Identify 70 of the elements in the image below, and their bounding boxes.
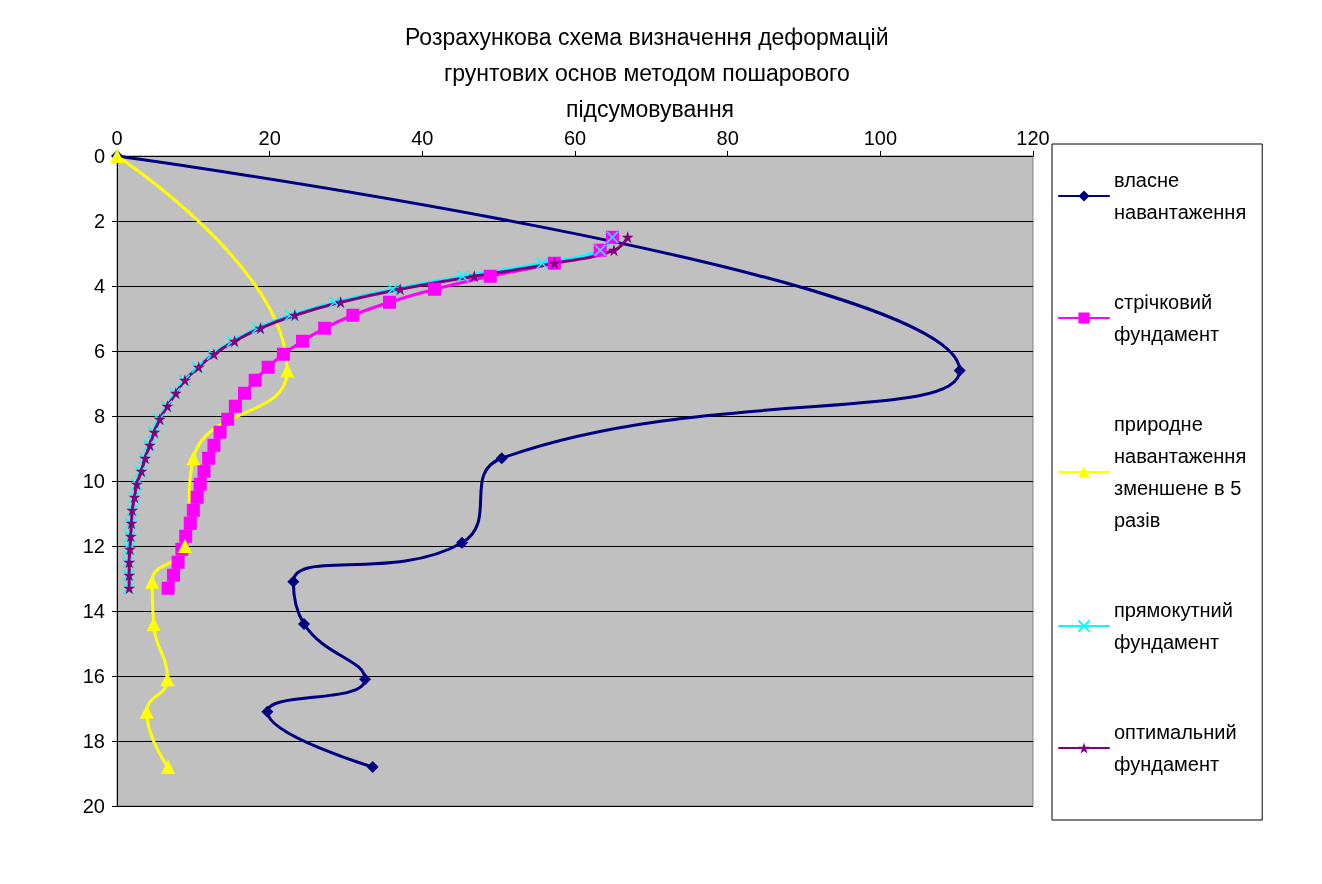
x-tick-label: 0 (111, 127, 123, 149)
point (261, 705, 274, 718)
y-tick-label: 2 (93, 210, 105, 232)
legend-label: стрічковий фундамент (1114, 291, 1220, 345)
point (139, 704, 154, 719)
point (535, 256, 549, 270)
point (366, 761, 379, 773)
legend-label: власне навантаження (1114, 169, 1247, 223)
x-tick-label: 20 (258, 127, 281, 149)
legend-label: прямокутний фундамент (1114, 599, 1233, 653)
point (145, 574, 160, 589)
point (953, 364, 966, 377)
point (276, 347, 290, 361)
point (483, 269, 497, 283)
x-tick-label: 80 (716, 127, 739, 149)
y-tick-label: 12 (82, 535, 105, 557)
x-tick-label: 120 (1016, 127, 1050, 149)
point (183, 516, 197, 530)
point (166, 568, 180, 582)
point (186, 451, 201, 466)
y-tick-label: 10 (82, 470, 105, 492)
point (261, 360, 275, 374)
point (318, 321, 332, 335)
point (171, 555, 185, 569)
y-tick-label: 0 (93, 145, 105, 167)
point (237, 386, 251, 400)
point (287, 575, 300, 588)
point (295, 334, 309, 348)
point (298, 618, 311, 630)
point (621, 231, 634, 244)
point (607, 244, 620, 257)
legend-label: природне навантаження зменшене в 5 разів (1114, 413, 1247, 531)
y-tick-label: 6 (93, 340, 105, 362)
chart-title: Розрахункова схема визначення деформацій грунтових основ методом пошарового підсумовування (405, 24, 895, 122)
point (161, 760, 176, 774)
y-tick-label: 14 (82, 600, 105, 622)
point (456, 536, 469, 549)
point (190, 490, 204, 504)
x-tick-label: 100 (863, 127, 898, 149)
point (328, 295, 341, 309)
point (193, 477, 207, 491)
point (160, 672, 175, 687)
point (386, 282, 399, 296)
point (495, 452, 508, 465)
x-tick-label: 60 (563, 127, 587, 149)
y-tick-label: 18 (82, 730, 105, 752)
point (228, 399, 242, 413)
y-tick-label: 4 (93, 275, 105, 297)
point (186, 503, 200, 517)
point (346, 308, 360, 322)
legend-label: оптимальний фундамент (1114, 721, 1237, 775)
point (221, 412, 235, 426)
point (383, 295, 397, 309)
point (146, 617, 161, 631)
x-tick-label: 40 (411, 127, 434, 149)
point (207, 438, 221, 452)
point (213, 425, 227, 439)
point (283, 308, 297, 322)
point (179, 529, 193, 543)
point (197, 464, 211, 478)
point (280, 363, 295, 378)
y-tick-label: 16 (82, 665, 105, 687)
point (428, 282, 442, 296)
point (202, 451, 216, 465)
point (161, 581, 175, 595)
point (456, 269, 470, 283)
point (359, 673, 372, 686)
y-tick-label: 8 (93, 405, 105, 427)
y-tick-label: 20 (82, 795, 105, 817)
point (248, 373, 262, 387)
